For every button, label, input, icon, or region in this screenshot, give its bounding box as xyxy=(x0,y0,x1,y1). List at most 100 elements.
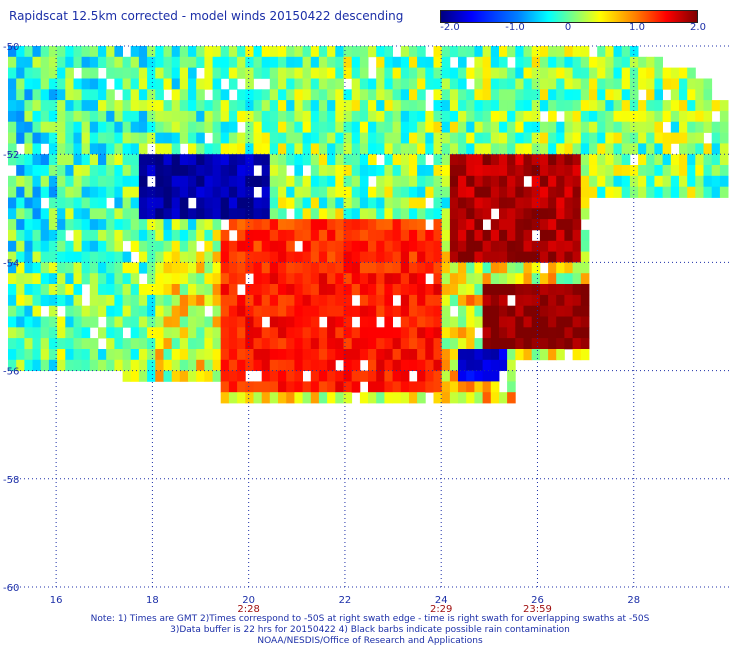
heatmap-cell xyxy=(196,56,205,68)
heatmap-cell xyxy=(621,89,631,101)
heatmap-cell xyxy=(318,338,328,350)
heatmap-cell xyxy=(278,381,287,393)
heatmap-cell xyxy=(548,78,557,90)
heatmap-cell xyxy=(114,240,123,252)
heatmap-cell xyxy=(359,143,369,155)
heatmap-cell xyxy=(147,284,156,296)
heatmap-cell xyxy=(155,67,164,79)
heatmap-cell xyxy=(376,132,385,144)
heatmap-cell xyxy=(40,349,50,361)
heatmap-cell xyxy=(695,165,704,177)
heatmap-cell xyxy=(81,262,91,274)
heatmap-cell xyxy=(572,132,582,144)
heatmap-cell xyxy=(400,359,410,371)
heatmap-cell xyxy=(613,89,623,101)
heatmap-cell xyxy=(8,186,17,198)
heatmap-cell xyxy=(368,251,377,263)
heatmap-cell xyxy=(384,208,393,220)
heatmap-cell xyxy=(163,262,173,274)
heatmap-cell xyxy=(106,143,115,155)
heatmap-cell xyxy=(318,305,328,317)
heatmap-cell xyxy=(130,327,140,339)
heatmap-cell xyxy=(564,143,573,155)
heatmap-cell xyxy=(327,46,336,58)
heatmap-cell xyxy=(458,78,467,90)
heatmap-cell xyxy=(458,316,467,328)
heatmap-cell xyxy=(359,46,369,58)
heatmap-cell xyxy=(425,110,434,123)
heatmap-cell xyxy=(302,284,312,296)
heatmap-cell xyxy=(212,197,222,209)
heatmap-cell xyxy=(114,359,123,371)
heatmap-cell xyxy=(24,273,33,285)
heatmap-cell xyxy=(523,240,533,252)
heatmap-cell xyxy=(605,67,614,79)
heatmap-cell xyxy=(130,110,140,123)
heatmap-cell xyxy=(269,359,279,371)
heatmap-cell xyxy=(572,273,582,285)
heatmap-cell xyxy=(163,186,173,198)
heatmap-cell xyxy=(57,338,66,350)
heatmap-cell xyxy=(499,349,508,361)
heatmap-cell xyxy=(719,186,729,198)
heatmap-cell xyxy=(646,132,655,144)
heatmap-cell xyxy=(515,294,524,307)
heatmap-cell xyxy=(179,100,189,112)
heatmap-cell xyxy=(106,251,115,263)
heatmap-cell xyxy=(368,327,377,339)
heatmap-cell xyxy=(310,219,320,231)
x-tick-label: 18 xyxy=(146,595,159,606)
heatmap-cell xyxy=(16,208,25,220)
heatmap-cell xyxy=(376,197,385,209)
heatmap-cell xyxy=(474,381,483,393)
y-tick-label: -56 xyxy=(3,367,19,378)
heatmap-cell xyxy=(417,284,426,296)
heatmap-cell xyxy=(147,327,156,339)
heatmap-cell xyxy=(16,338,25,350)
heatmap-cell xyxy=(335,197,344,209)
heatmap-cell xyxy=(474,392,483,404)
heatmap-cell xyxy=(286,251,295,263)
heatmap-cell xyxy=(507,143,516,155)
heatmap-cell xyxy=(343,56,353,68)
heatmap-cell xyxy=(24,89,33,101)
heatmap-cell xyxy=(269,349,279,361)
heatmap-cell xyxy=(589,110,598,123)
heatmap-cell xyxy=(89,67,99,79)
heatmap-cell xyxy=(449,165,459,177)
heatmap-cell xyxy=(490,78,500,90)
heatmap-cell xyxy=(98,294,107,307)
heatmap-cell xyxy=(384,46,393,58)
heatmap-cell xyxy=(106,89,115,101)
heatmap-cell xyxy=(621,121,631,133)
heatmap-cell xyxy=(318,370,328,382)
heatmap-cell xyxy=(687,121,696,133)
heatmap-cell xyxy=(155,273,164,285)
heatmap-cell xyxy=(376,294,385,307)
heatmap-cell xyxy=(237,273,246,285)
heatmap-cell xyxy=(368,89,377,101)
heatmap-cell xyxy=(351,121,361,133)
heatmap-cell xyxy=(376,262,385,274)
heatmap-cell xyxy=(179,121,189,133)
heatmap-cell xyxy=(179,273,189,285)
heatmap-cell xyxy=(16,110,25,123)
heatmap-cell xyxy=(474,67,483,79)
heatmap-cell xyxy=(261,46,271,58)
heatmap-cell xyxy=(188,208,197,220)
heatmap-cell xyxy=(458,294,467,307)
heatmap-cell xyxy=(81,338,91,350)
heatmap-cell xyxy=(327,78,336,90)
heatmap-cell xyxy=(662,165,672,177)
heatmap-cell xyxy=(458,89,467,101)
heatmap-cell xyxy=(703,110,713,123)
heatmap-cell xyxy=(220,197,230,209)
heatmap-cell xyxy=(613,110,623,123)
heatmap-cell xyxy=(417,121,426,133)
heatmap-cell xyxy=(482,349,492,361)
heatmap-cell xyxy=(220,175,230,187)
heatmap-cell xyxy=(343,165,353,177)
heatmap-cell xyxy=(441,154,451,166)
heatmap-cell xyxy=(580,262,590,274)
heatmap-cell xyxy=(171,46,181,58)
